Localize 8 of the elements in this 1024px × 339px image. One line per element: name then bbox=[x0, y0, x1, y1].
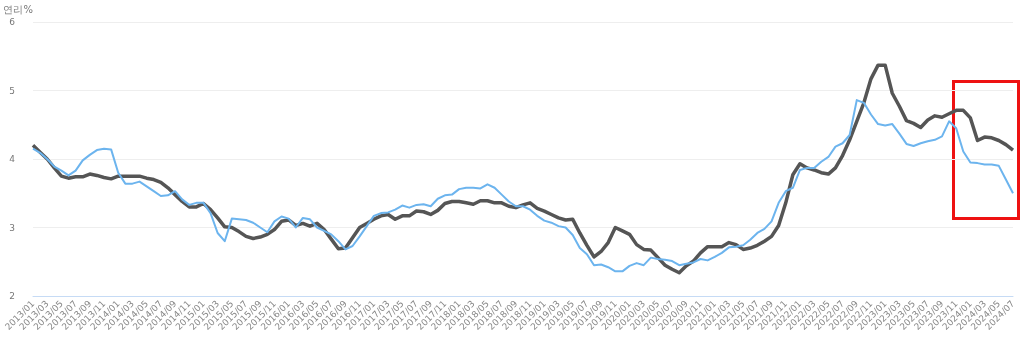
y-tick-label: 6 bbox=[9, 17, 16, 27]
line-series bbox=[32, 99, 1014, 273]
y-tick-label: 3 bbox=[9, 222, 15, 233]
y-tick-label: 4 bbox=[9, 154, 16, 164]
line-series bbox=[31, 63, 1015, 275]
y-axis-title: 연리% bbox=[3, 3, 33, 15]
y-tick-label: 5 bbox=[9, 85, 15, 96]
y-tick-label: 2 bbox=[9, 291, 15, 301]
